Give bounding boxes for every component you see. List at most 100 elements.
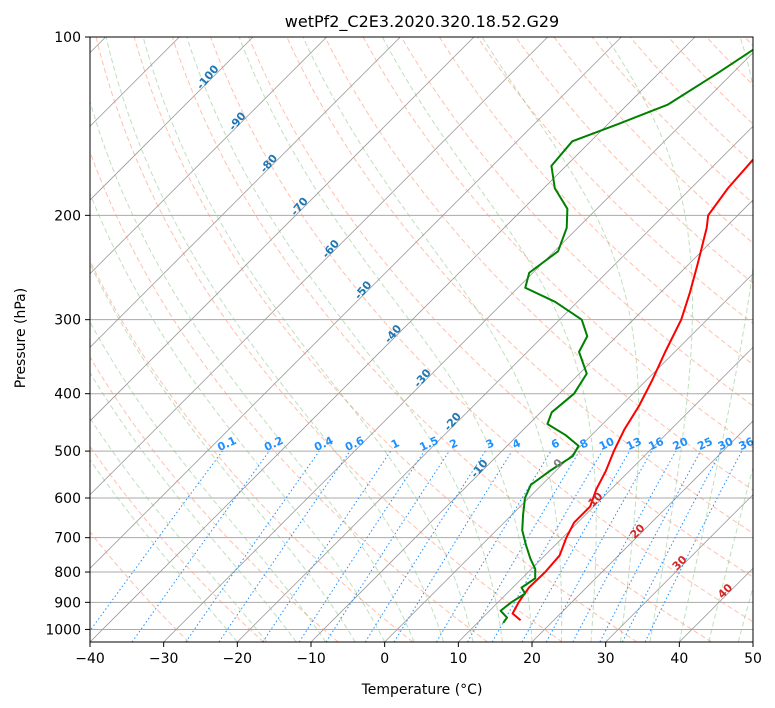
mixing-ratio-line [218, 450, 351, 642]
dry-adiabat-line [439, 37, 753, 366]
mixing-ratio-line [599, 450, 701, 642]
isotherm-line [752, 641, 753, 642]
dewpoint-line [499, 48, 753, 624]
isotherm-line [90, 37, 327, 275]
y-tick-label: 300 [54, 313, 81, 329]
isotherm-line [237, 125, 753, 642]
isotherm-line [90, 37, 254, 201]
dry-adiabat-line [248, 37, 753, 578]
x-tick-label: −10 [296, 651, 326, 667]
mixing-ratio-line [364, 450, 486, 642]
isotherm-line [90, 37, 548, 496]
plot-frame [89, 36, 754, 643]
dry-adiabat-label: -80 [257, 152, 280, 176]
mixing-ratio-label: 16 [646, 435, 666, 453]
dry-adiabat-line [210, 37, 753, 623]
isotherm-line [679, 567, 753, 642]
mixing-ratio-label: 13 [624, 435, 643, 453]
moist-adiabat-label: 40 [715, 581, 735, 601]
dry-adiabat-label: -20 [441, 410, 464, 434]
y-tick-label: 700 [54, 531, 81, 547]
moist-adiabat-line [142, 37, 474, 642]
y-tick-label: 400 [54, 387, 81, 403]
dry-adiabat-line [133, 37, 638, 642]
dry-adiabat-line [90, 445, 264, 642]
mixing-ratio-label: 25 [695, 435, 714, 453]
x-tick-label: 10 [449, 651, 467, 667]
dry-adiabat-line [95, 37, 563, 642]
mixing-ratio-line [491, 450, 603, 642]
mixing-ratio-line [90, 450, 223, 632]
moist-adiabat-line [105, 37, 445, 642]
moist-adiabat-line [90, 99, 415, 642]
dry-adiabat-line [286, 37, 753, 534]
dry-adiabat-line [400, 37, 753, 407]
mixing-ratio-label: 3 [484, 436, 496, 451]
isotherm-line [90, 37, 475, 422]
y-tick-label: 800 [54, 565, 81, 581]
x-tick-label: 20 [523, 651, 541, 667]
moist-adiabat-line [90, 320, 327, 642]
moist-adiabat-line [90, 262, 356, 642]
mixing-ratio-label: 10 [597, 435, 617, 453]
mixing-ratio-label: 20 [671, 435, 691, 453]
y-tick-label: 600 [54, 491, 81, 507]
moist-adiabat-line [381, 37, 597, 642]
mixing-ratio-line [467, 450, 580, 642]
isotherm-line [90, 37, 401, 348]
temperature-line [511, 158, 753, 622]
dry-adiabat-line [90, 531, 190, 642]
moist-adiabat-line [238, 37, 533, 642]
dry-adiabat-label: -100 [194, 62, 222, 92]
x-tick-label: 0 [380, 651, 389, 667]
dry-adiabat-line [477, 37, 753, 325]
moist-adiabat-line [90, 459, 238, 642]
mixing-ratio-line [298, 450, 425, 642]
dry-adiabat-line [668, 37, 753, 125]
dry-adiabat-label: -60 [319, 237, 342, 261]
mixing-ratio-line [545, 450, 653, 642]
dry-adiabat-label: -10 [468, 457, 491, 481]
dry-adiabat-label: -40 [382, 322, 405, 346]
mixing-ratio-label: 30 [716, 435, 736, 453]
isotherm-line [90, 37, 696, 642]
isotherm-line [531, 420, 753, 642]
dry-adiabat-line [362, 37, 753, 449]
moist-adiabat-label: 30 [670, 553, 690, 573]
moist-adiabat-line [302, 37, 563, 642]
dry-adiabat-line [744, 37, 753, 47]
isotherm-line [384, 273, 753, 642]
y-tick-label: 200 [54, 208, 81, 224]
moist-adiabat-line [186, 37, 504, 642]
isotherm-line [163, 52, 753, 642]
x-axis-label: Temperature (°C) [361, 682, 483, 698]
moist-adiabat-line [737, 585, 753, 642]
dry-adiabat-line [515, 37, 753, 284]
moist-adiabat-line [90, 417, 268, 642]
moist-adiabat-line [481, 37, 640, 642]
mixing-ratio-line [325, 450, 450, 642]
dry-adiabat-label: -70 [288, 195, 311, 219]
y-tick-label: 500 [54, 444, 81, 460]
moist-adiabat-label: 20 [628, 521, 648, 541]
isotherm-line [605, 494, 753, 642]
mixing-ratio-line [435, 450, 552, 642]
isotherm-line [90, 37, 622, 569]
x-tick-label: −20 [223, 651, 253, 667]
mixing-ratio-label: 4 [510, 436, 523, 451]
y-tick-label: 100 [54, 30, 81, 46]
mixing-ratio-line [262, 450, 392, 642]
x-tick-label: −30 [149, 651, 179, 667]
x-tick-label: 40 [670, 651, 688, 667]
x-tick-label: 30 [597, 651, 615, 667]
moist-adiabat-line [708, 465, 753, 642]
isotherm-line [458, 346, 753, 642]
dry-adiabat-label: -90 [226, 109, 249, 133]
dry-adiabat-line [90, 150, 488, 642]
y-tick-label: 1000 [45, 622, 81, 638]
moist-adiabat-line [90, 371, 297, 642]
y-axis-label: Pressure (hPa) [13, 288, 29, 388]
mixing-ratio-label: 36 [737, 435, 757, 453]
mixing-ratio-line [185, 450, 320, 642]
